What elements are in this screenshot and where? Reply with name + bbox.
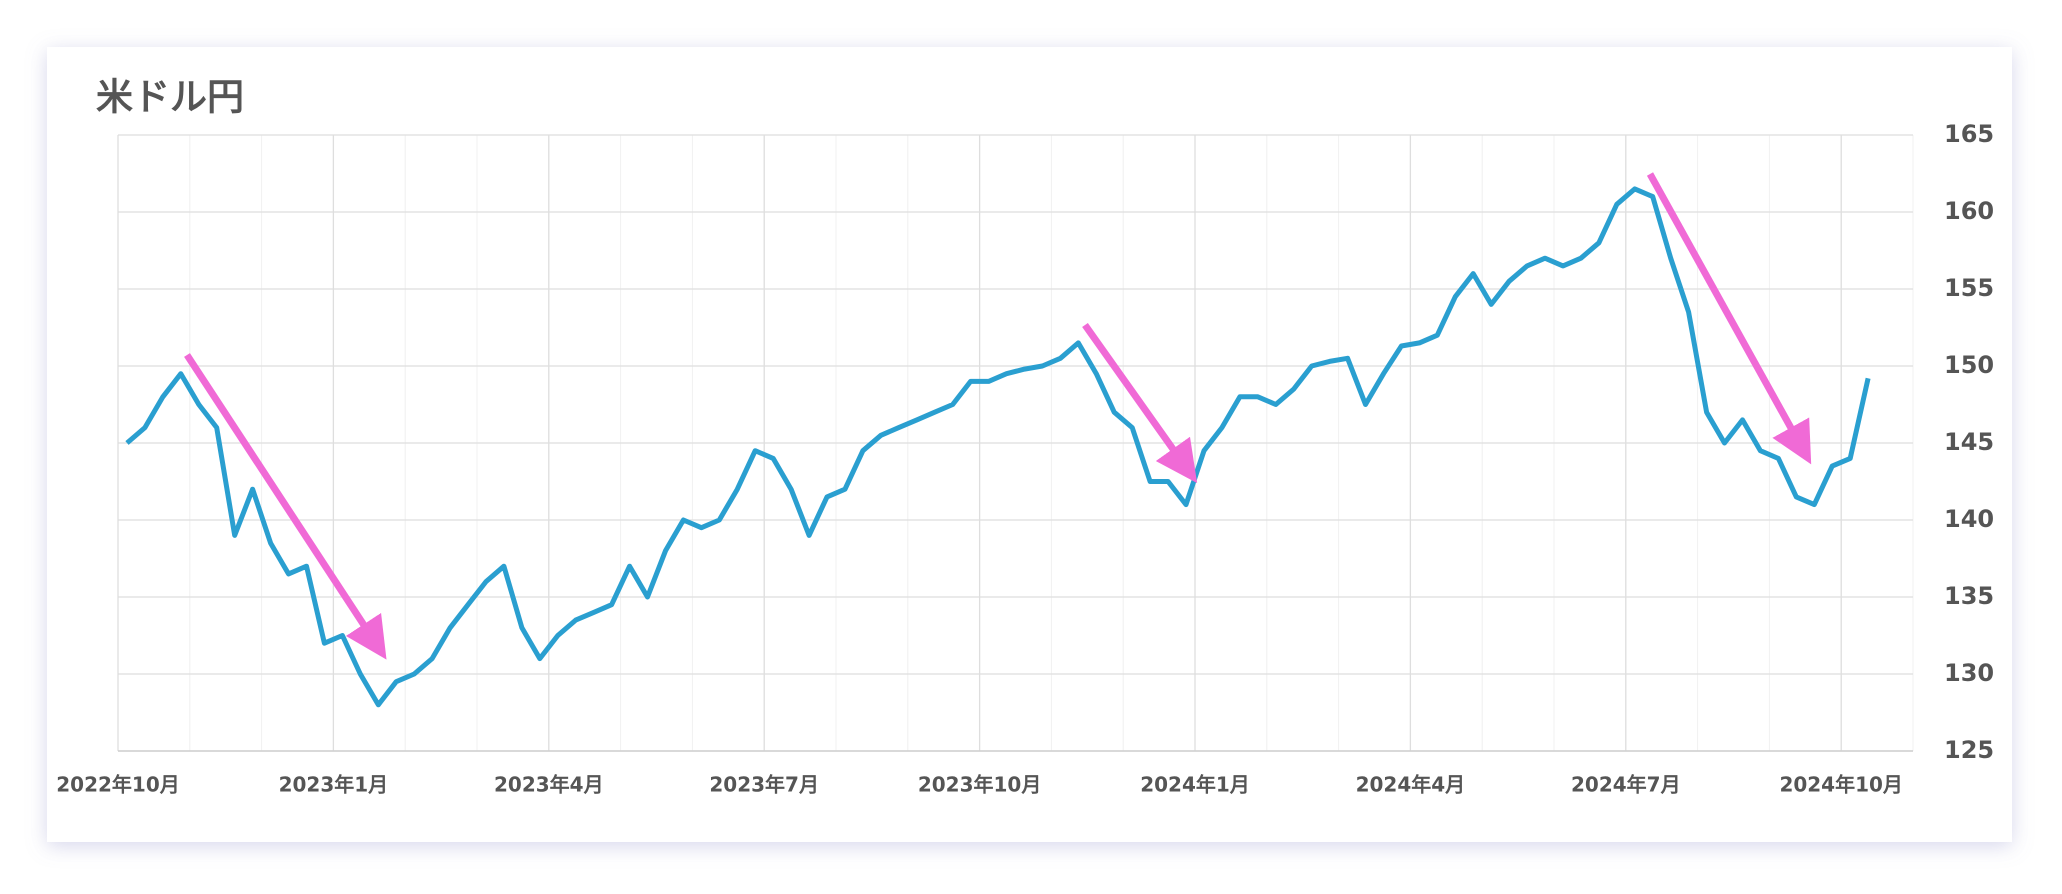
y-tick-label: 160 <box>1944 197 1994 225</box>
x-tick-label: 2023年4月 <box>494 773 604 797</box>
y-tick-label: 140 <box>1944 505 1994 533</box>
annotation-arrows <box>184 172 1812 660</box>
x-tick-label: 2024年4月 <box>1356 773 1466 797</box>
y-tick-label: 150 <box>1944 351 1994 379</box>
y-tick-label: 125 <box>1944 736 1994 764</box>
y-tick-label: 145 <box>1944 428 1994 456</box>
arrow <box>184 353 387 660</box>
arrow <box>1646 172 1812 465</box>
x-tick-label: 2024年10月 <box>1779 773 1903 797</box>
y-tick-label: 165 <box>1944 120 1994 148</box>
y-tick-label: 135 <box>1944 582 1994 610</box>
x-tick-label: 2024年1月 <box>1140 773 1250 797</box>
x-tick-label: 2022年10月 <box>56 773 180 797</box>
chart-title: 米ドル円 <box>96 76 244 119</box>
arrow <box>1082 322 1198 484</box>
line-series <box>125 186 1871 708</box>
y-tick-label: 155 <box>1944 274 1994 302</box>
card <box>47 47 2012 842</box>
y-tick-label: 130 <box>1944 659 1994 687</box>
x-tick-label: 2023年1月 <box>279 773 389 797</box>
x-tick-label: 2023年7月 <box>709 773 819 797</box>
x-tick-label: 2024年7月 <box>1571 773 1681 797</box>
x-tick-label: 2023年10月 <box>918 773 1042 797</box>
